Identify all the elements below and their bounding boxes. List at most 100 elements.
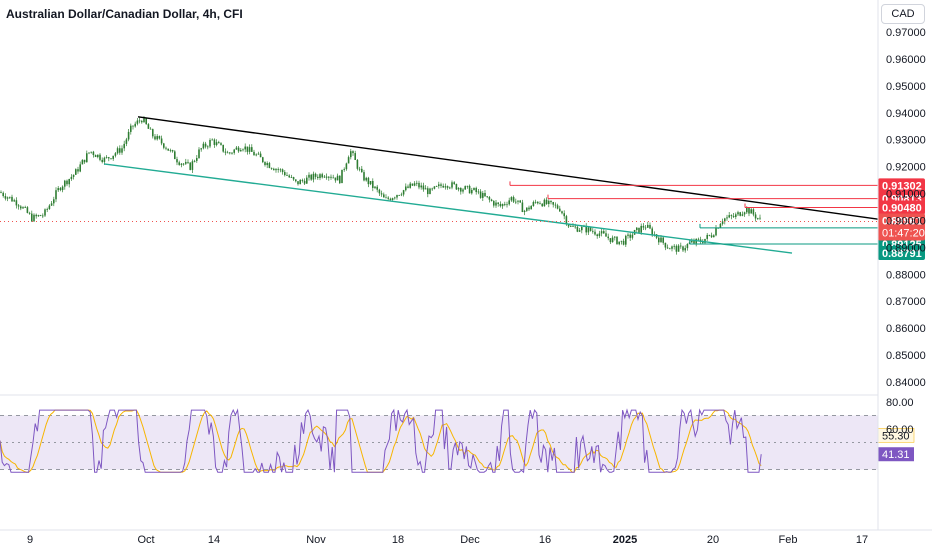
trendlines	[103, 116, 881, 254]
trendline-upper[interactable]	[137, 116, 881, 221]
candle-body	[706, 234, 708, 239]
price-tick-label: 0.93000	[886, 135, 926, 147]
candle-body	[279, 169, 282, 171]
candle-body	[149, 128, 152, 130]
candle-body	[732, 216, 735, 217]
candle-body	[488, 197, 491, 200]
currency-selector[interactable]: CAD	[881, 4, 925, 24]
candle-body	[244, 146, 246, 150]
candle-body	[152, 129, 154, 137]
candle-body	[402, 190, 405, 195]
candle-body	[22, 207, 24, 209]
candle-body	[101, 159, 103, 162]
candle-body	[682, 246, 684, 251]
candle-body	[207, 146, 209, 148]
candle-body	[235, 147, 238, 150]
candle-body	[90, 151, 92, 153]
candle-body	[24, 207, 26, 208]
candle-body	[490, 199, 493, 202]
candle-body	[438, 184, 440, 187]
candle-body	[277, 169, 279, 170]
candle-body	[103, 157, 106, 162]
candle-body	[475, 187, 477, 193]
candle-body	[259, 153, 262, 158]
candle-body	[196, 158, 198, 161]
candle-body	[664, 242, 667, 248]
candle-body	[413, 183, 416, 186]
candle-body	[215, 142, 218, 145]
candle-body	[70, 176, 73, 179]
candle-body	[11, 196, 13, 202]
candle-body	[611, 237, 614, 243]
candle-body	[343, 169, 345, 170]
candle-body	[644, 227, 647, 229]
price-tick-label: 0.91000	[886, 189, 926, 201]
rsi-value-label-bg	[878, 447, 914, 462]
candle-body	[741, 214, 744, 216]
price-tick-label: 0.87000	[886, 296, 926, 308]
candle-body	[202, 143, 205, 149]
candle-body	[543, 199, 546, 207]
price-tick-label: 0.84000	[886, 377, 926, 389]
candle-body	[336, 175, 339, 181]
trendline-lower[interactable]	[103, 163, 793, 254]
price-tick-label: 0.97000	[886, 27, 926, 39]
candle-body	[35, 214, 37, 217]
price-tick-label: 0.92000	[886, 162, 926, 174]
candle-body	[240, 150, 242, 152]
candle-body	[347, 157, 350, 164]
candle-body	[231, 152, 233, 154]
candle-body	[110, 158, 112, 160]
candle-body	[301, 179, 304, 181]
candle-body	[158, 136, 161, 139]
candle-body	[473, 187, 475, 190]
candle-body	[651, 228, 653, 236]
candle-body	[141, 121, 143, 123]
candle-body	[15, 200, 18, 206]
candle-body	[746, 207, 748, 213]
candle-body	[262, 157, 264, 163]
candle-body	[224, 151, 227, 153]
price-tick-label: 0.96000	[886, 54, 926, 66]
candle-body	[178, 162, 180, 165]
candle-body	[418, 182, 420, 188]
time-tick-label: 16	[539, 534, 551, 546]
candle-body	[270, 167, 273, 169]
candle-body	[350, 151, 352, 158]
candle-body	[497, 202, 499, 204]
candle-body	[735, 214, 737, 217]
candle-body	[9, 196, 11, 198]
candle-body	[257, 153, 260, 155]
candle-body	[330, 176, 332, 178]
candle-body	[99, 154, 101, 160]
candle-body	[737, 212, 739, 215]
candle-body	[108, 157, 110, 159]
candle-body	[334, 177, 337, 181]
candle-body	[598, 233, 601, 236]
candle-body	[561, 211, 563, 214]
candle-body	[594, 231, 596, 235]
candle-body	[31, 213, 33, 222]
candle-body	[697, 238, 700, 240]
candle-body	[372, 181, 374, 188]
candle-body	[647, 224, 649, 228]
candles	[0, 116, 761, 255]
candle-body	[323, 176, 326, 178]
price-tick-label: 0.89000	[886, 242, 926, 254]
candle-body	[312, 173, 315, 180]
candle-body	[435, 186, 438, 187]
rsi-ma-label: 55.30	[882, 430, 910, 442]
candle-body	[266, 163, 268, 166]
time-tick-label: 18	[392, 534, 404, 546]
candle-body	[609, 238, 612, 243]
candle-body	[391, 198, 394, 201]
candle-body	[64, 180, 66, 187]
candle-body	[176, 159, 178, 163]
time-tick-label: Feb	[779, 534, 798, 546]
candle-body	[752, 209, 755, 215]
candle-body	[680, 245, 682, 247]
candle-body	[754, 214, 757, 219]
candle-body	[519, 200, 521, 203]
candle-body	[160, 138, 163, 144]
candle-body	[530, 205, 532, 210]
